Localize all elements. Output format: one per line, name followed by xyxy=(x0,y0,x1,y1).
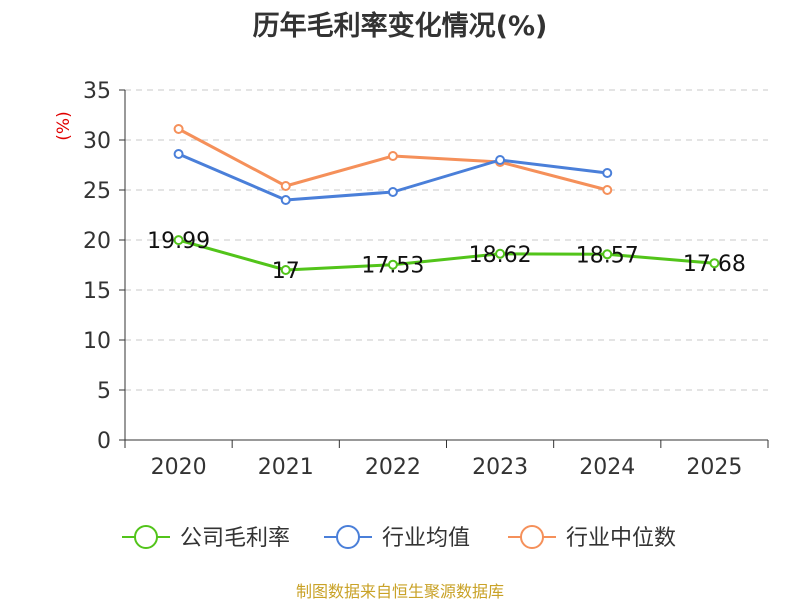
data-point xyxy=(495,248,506,259)
y-tick-label: 35 xyxy=(83,79,111,104)
data-label: 17.53 xyxy=(361,254,424,279)
x-tick-label: 2021 xyxy=(258,455,314,480)
data-point xyxy=(387,259,398,270)
data-point xyxy=(709,258,720,269)
legend-item: 公司毛利率 xyxy=(122,525,290,551)
x-tick-label: 2025 xyxy=(686,455,742,480)
y-tick-label: 10 xyxy=(83,329,111,354)
legend-item: 行业中位数 xyxy=(508,525,676,551)
data-label: 18.62 xyxy=(469,243,532,268)
data-point xyxy=(280,195,291,205)
x-tick-label: 2023 xyxy=(472,455,528,480)
data-point xyxy=(602,249,613,260)
data-point xyxy=(173,149,184,159)
data-point xyxy=(387,187,398,197)
y-tick-label: 0 xyxy=(97,429,111,454)
legend-label: 行业中位数 xyxy=(566,526,676,551)
series-line xyxy=(178,238,715,272)
data-point xyxy=(173,124,184,134)
data-label: 19.99 xyxy=(147,229,210,254)
legend-marker-icon xyxy=(134,525,158,549)
legend-label: 行业均值 xyxy=(382,526,470,551)
y-tick-label: 5 xyxy=(97,379,111,404)
legend-marker-icon xyxy=(520,525,544,549)
y-tick-label: 20 xyxy=(83,229,111,254)
x-tick-label: 2024 xyxy=(579,455,635,480)
chart-title: 历年毛利率变化情况(%) xyxy=(252,11,548,42)
x-tick-label: 2022 xyxy=(365,455,421,480)
data-label: 18.57 xyxy=(576,243,639,268)
data-point xyxy=(280,265,291,275)
y-tick-label: 25 xyxy=(83,179,111,204)
legend-marker-icon xyxy=(336,525,360,549)
legend-label: 公司毛利率 xyxy=(180,526,290,551)
y-tick-label: 15 xyxy=(83,279,111,304)
data-label: 17.68 xyxy=(683,252,746,277)
data-label: 17 xyxy=(272,259,300,284)
data-point xyxy=(495,155,506,165)
x-tick-label: 2020 xyxy=(151,455,207,480)
data-point xyxy=(602,185,613,195)
data-point xyxy=(387,151,398,161)
data-point xyxy=(173,235,184,246)
y-tick-label: 30 xyxy=(83,129,111,154)
legend-item: 行业均值 xyxy=(324,525,470,551)
data-point xyxy=(602,168,613,178)
y-axis-unit-label: (%) xyxy=(54,111,74,140)
data-source-note: 制图数据来自恒生聚源数据库 xyxy=(295,582,504,601)
data-point xyxy=(280,181,291,191)
